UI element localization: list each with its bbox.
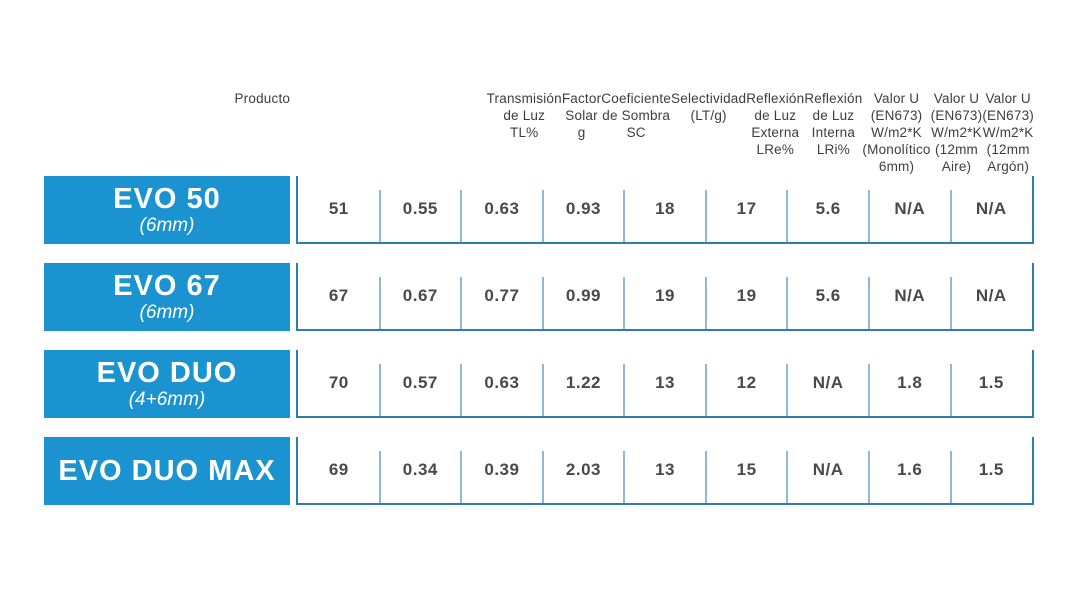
value-cell: 70 <box>328 373 349 392</box>
product-badge: EVO 50 (6mm) <box>44 176 290 244</box>
column-headers: Transmisión de Luz TL% Factor Solar g Coef… <box>487 90 1034 175</box>
value-cell: N/A <box>786 437 869 503</box>
row-values: 69 0.34 0.39 2.03 13 15 N/A 1.6 1.5 <box>296 437 1034 505</box>
column-header: Valor U (EN673) W/m2*K (12mm Aire) <box>930 91 983 174</box>
column-header: Transmisión de Luz TL% <box>486 91 562 140</box>
value-cell: 0.55 <box>378 176 462 242</box>
product-name: EVO DUO MAX <box>58 455 276 487</box>
value-cell: 13 <box>623 350 706 416</box>
value-cell: 13 <box>623 437 706 503</box>
value-cell: N/A <box>867 176 951 242</box>
row-values: 51 0.55 0.63 0.93 18 17 5.6 N/A N/A <box>296 176 1034 244</box>
product-name: EVO DUO <box>96 357 238 389</box>
column-header: Reflexión de Luz Externa LRe% <box>746 91 805 157</box>
column-header: Reflexión de Luz Interna LRi% <box>804 91 863 157</box>
value-cell: 12 <box>704 350 788 416</box>
column-header: Selectividad (LT/g) <box>671 91 747 123</box>
value-cell: 19 <box>623 263 706 329</box>
value-cell: 1.8 <box>867 350 951 416</box>
product-spec: (6mm) <box>139 302 195 323</box>
column-header: Coeficiente de Sombra SC <box>601 91 672 140</box>
value-cell: 0.63 <box>460 350 543 416</box>
value-cell: 1.5 <box>949 437 1033 503</box>
value-cell: N/A <box>949 176 1033 242</box>
product-name: EVO 50 <box>113 183 221 215</box>
value-cell: 17 <box>704 176 788 242</box>
value-cell: 0.93 <box>541 176 625 242</box>
value-cell: 1.5 <box>949 350 1033 416</box>
value-cell: 0.34 <box>378 437 462 503</box>
value-cell: 0.67 <box>378 263 462 329</box>
row-values: 70 0.57 0.63 1.22 13 12 N/A 1.8 1.5 <box>296 350 1034 418</box>
value-cell: N/A <box>867 263 951 329</box>
value-cell: 0.77 <box>460 263 543 329</box>
value-cell: 51 <box>328 199 349 218</box>
value-cell: 15 <box>704 437 788 503</box>
value-cell: 0.99 <box>541 263 625 329</box>
value-cell: 1.6 <box>867 437 951 503</box>
column-header-producto: Producto <box>234 91 291 106</box>
table-header: Producto Transmisión de Luz TL% Factor So… <box>44 90 1034 176</box>
value-cell: N/A <box>786 350 869 416</box>
product-badge: EVO DUO (4+6mm) <box>44 350 290 418</box>
product-spec: (6mm) <box>139 215 195 236</box>
spec-table: Producto Transmisión de Luz TL% Factor So… <box>44 90 1034 505</box>
table-row: EVO DUO (4+6mm) 70 0.57 0.63 1.22 13 12 N/A 1.8 1.… <box>44 350 1034 418</box>
value-cell: 2.03 <box>541 437 625 503</box>
table-row: EVO 50 (6mm) 51 0.55 0.63 0.93 18 17 5.6 N/A N/A <box>44 176 1034 244</box>
column-header: Valor U (EN673) W/m2*K (12mm Argón) <box>982 91 1034 174</box>
value-cell: N/A <box>949 263 1033 329</box>
value-cell: 18 <box>623 176 706 242</box>
product-spec: (4+6mm) <box>128 389 206 410</box>
value-cell: 0.39 <box>460 437 543 503</box>
value-cell: 0.57 <box>378 350 462 416</box>
row-values: 67 0.67 0.77 0.99 19 19 5.6 N/A N/A <box>296 263 1034 331</box>
column-header: Valor U (EN673) W/m2*K (Monolítico 6mm) <box>862 91 931 174</box>
value-cell: 5.6 <box>786 176 869 242</box>
product-badge: EVO 67 (6mm) <box>44 263 290 331</box>
value-cell: 1.22 <box>541 350 625 416</box>
product-badge: EVO DUO MAX <box>44 437 290 505</box>
value-cell: 5.6 <box>786 263 869 329</box>
value-cell: 69 <box>328 460 349 479</box>
value-cell: 19 <box>704 263 788 329</box>
table-row: EVO 67 (6mm) 67 0.67 0.77 0.99 19 19 5.6 N/A N/A <box>44 263 1034 331</box>
table-row: EVO DUO MAX 69 0.34 0.39 2.03 13 15 N/A 1.6 1.5 <box>44 437 1034 505</box>
value-cell: 67 <box>328 286 349 305</box>
value-cell: 0.63 <box>460 176 543 242</box>
column-header: Factor Solar g <box>561 91 602 140</box>
product-name: EVO 67 <box>113 270 221 302</box>
table-body: EVO 50 (6mm) 51 0.55 0.63 0.93 18 17 5.6 N/A N/A EV… <box>44 176 1034 505</box>
